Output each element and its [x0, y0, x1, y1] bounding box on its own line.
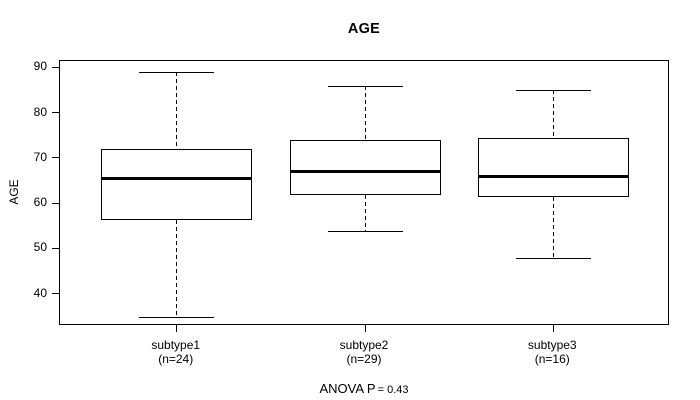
- anova-value: = 0.43: [377, 384, 409, 396]
- anova-label: ANOVA P: [319, 381, 376, 396]
- category-label: subtype1 (n=24): [106, 338, 246, 366]
- whisker-lower: [552, 196, 554, 259]
- median-line: [289, 170, 441, 174]
- category-count: (n=16): [534, 351, 570, 366]
- y-tick-mark: [52, 202, 59, 204]
- whisker-cap-upper: [327, 85, 403, 87]
- whisker-upper: [364, 85, 366, 141]
- x-tick-mark: [364, 325, 366, 332]
- y-tick-mark: [52, 157, 59, 159]
- y-tick-label: 70: [33, 149, 47, 164]
- whisker-lower: [176, 219, 178, 317]
- iqr-box: [101, 149, 253, 220]
- chart-title: AGE: [347, 21, 381, 37]
- whisker-upper: [176, 72, 178, 150]
- whisker-cap-upper: [139, 72, 215, 74]
- whisker-cap-lower: [327, 230, 403, 232]
- iqr-box: [289, 140, 441, 195]
- whisker-cap-lower: [515, 258, 591, 260]
- category-count: (n=29): [346, 351, 382, 366]
- category-name: subtype1: [151, 338, 201, 352]
- x-tick-mark: [176, 325, 178, 332]
- x-tick-mark: [552, 325, 554, 332]
- category-count: (n=24): [158, 351, 194, 366]
- median-line: [101, 177, 253, 181]
- anova-annotation: ANOVA P = 0.43: [59, 381, 669, 396]
- category-label: subtype3 (n=16): [482, 338, 622, 366]
- category-name: subtype2: [339, 338, 389, 352]
- y-tick-label: 80: [33, 104, 47, 119]
- y-tick-label: 50: [33, 240, 47, 255]
- whisker-cap-upper: [515, 90, 591, 92]
- y-tick-mark: [52, 293, 59, 295]
- category-name: subtype3: [527, 338, 577, 352]
- category-label: subtype2 (n=29): [294, 338, 434, 366]
- y-tick-mark: [52, 247, 59, 249]
- y-tick-label: 90: [33, 59, 47, 74]
- whisker-cap-lower: [139, 316, 215, 318]
- median-line: [477, 175, 629, 178]
- whisker-lower: [364, 194, 366, 231]
- y-tick-mark: [52, 112, 59, 114]
- whisker-upper: [552, 90, 554, 138]
- y-tick-label: 60: [33, 195, 47, 210]
- y-tick-label: 40: [33, 285, 47, 300]
- plot-area: [52, 60, 669, 332]
- y-tick-mark: [52, 66, 59, 68]
- iqr-box: [477, 138, 629, 197]
